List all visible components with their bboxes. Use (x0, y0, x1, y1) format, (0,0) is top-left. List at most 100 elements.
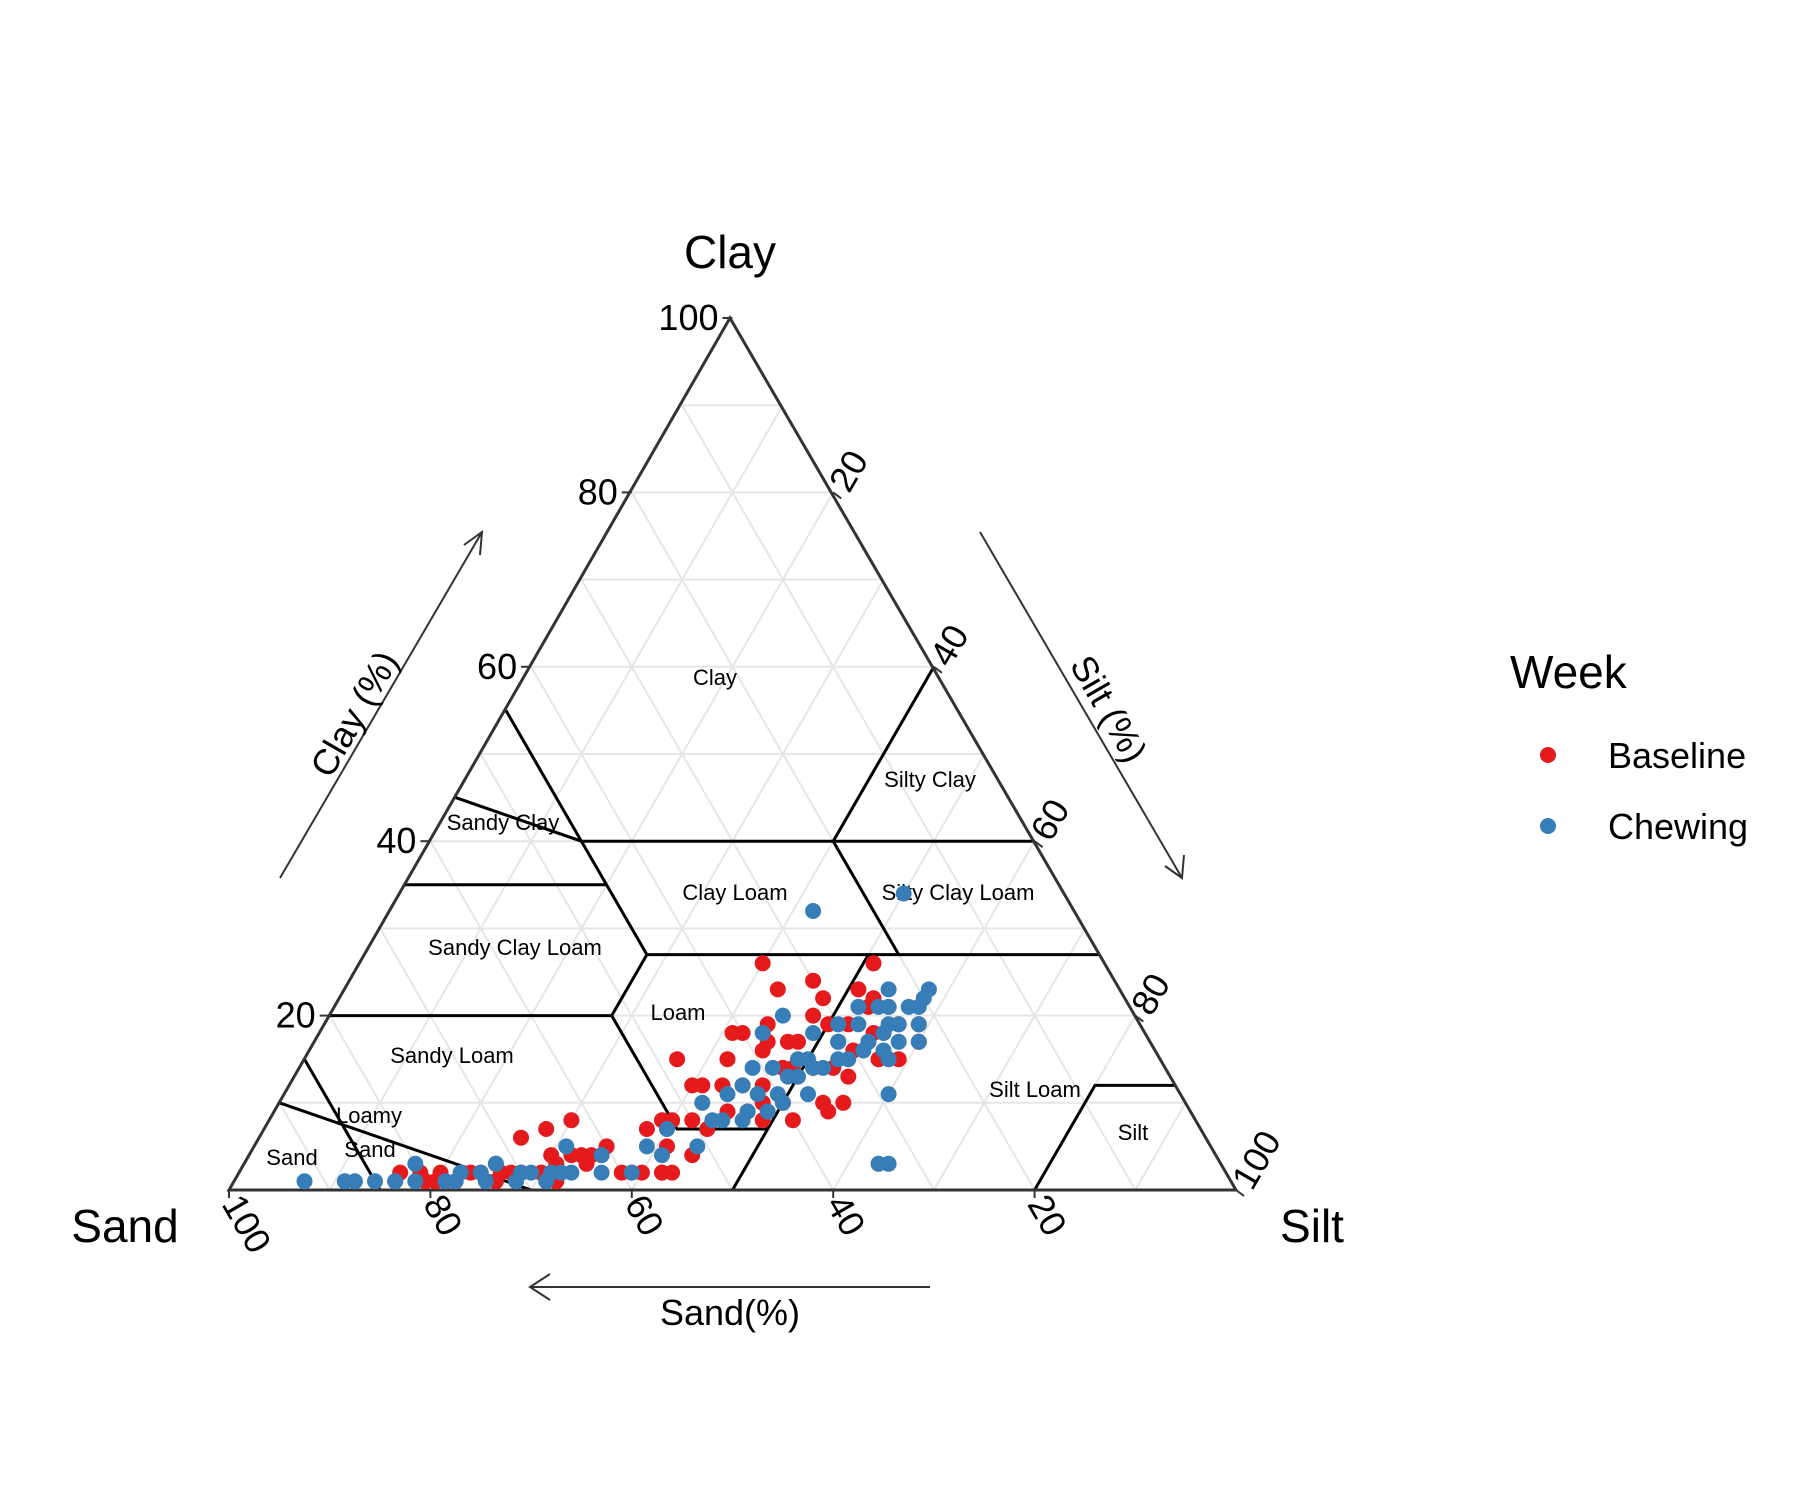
point-chewing (739, 1103, 756, 1120)
sand-tick-label: 40 (818, 1188, 874, 1243)
silt-tick-label: 60 (1022, 792, 1078, 847)
class-boundary-4 (580, 840, 1101, 957)
point-chewing (694, 1094, 711, 1111)
class-boundary-2 (831, 666, 936, 842)
point-baseline (538, 1121, 555, 1137)
point-chewing (538, 1173, 555, 1190)
corner-label-sand: Sand (71, 1200, 178, 1252)
point-chewing (850, 998, 867, 1015)
class-boundary-7 (610, 953, 649, 1017)
point-chewing (749, 1086, 766, 1103)
region-label-sandy-clay: Sandy Clay (447, 810, 560, 835)
region-label-clay-loam: Clay Loam (682, 880, 787, 905)
corner-label-clay: Clay (684, 226, 776, 278)
sand-tick-label: 60 (617, 1188, 673, 1243)
clay-axis-arrow (279, 529, 484, 879)
grid-line-sand-70 (379, 927, 532, 1191)
region-label-silt-loam: Silt Loam (989, 1077, 1081, 1102)
clay-tick-label: 60 (477, 646, 517, 687)
point-chewing (850, 1016, 867, 1033)
point-chewing (880, 981, 897, 998)
point-chewing (654, 1147, 670, 1164)
clay-tick-label: 40 (376, 820, 416, 861)
class-boundary-1 (504, 709, 583, 842)
point-baseline (840, 1068, 857, 1085)
point-chewing (880, 1016, 897, 1033)
triangle-outline (226, 315, 1239, 1192)
legend-label-chewing: Chewing (1608, 806, 1748, 847)
point-baseline (684, 1112, 701, 1129)
point-baseline (820, 1103, 837, 1120)
class-boundary-0 (455, 796, 1035, 843)
point-chewing (830, 1016, 847, 1033)
point-baseline (769, 981, 786, 998)
point-chewing (910, 1016, 927, 1033)
grid-line-sand-90 (278, 1102, 331, 1191)
grid-line-sand-10 (681, 404, 1137, 1191)
point-chewing (779, 1068, 796, 1085)
point-chewing (860, 1033, 877, 1050)
silt-tick-mark (933, 665, 943, 674)
point-baseline (719, 1051, 736, 1068)
point-chewing (910, 1033, 927, 1050)
point-chewing (407, 1155, 424, 1172)
legend-label-baseline: Baseline (1608, 735, 1746, 776)
point-chewing (719, 1086, 736, 1103)
point-chewing (623, 1164, 640, 1181)
legend-marker-chewing (1540, 818, 1556, 834)
point-chewing (759, 1103, 776, 1120)
point-chewing (593, 1147, 610, 1164)
region-label-sand: Sand (344, 1137, 395, 1162)
region-label-sandy-clay-loam: Sandy Clay Loam (428, 935, 602, 960)
point-chewing (296, 1173, 313, 1190)
point-chewing (346, 1173, 363, 1190)
point-chewing (387, 1173, 404, 1190)
point-chewing (659, 1121, 675, 1137)
legend: Week Baseline Chewing (1510, 646, 1748, 847)
silt-tick-mark (1134, 1014, 1144, 1023)
clay-tick-label: 20 (276, 995, 316, 1036)
sand-tick-label: 80 (415, 1188, 471, 1243)
point-baseline (694, 1077, 711, 1094)
region-label-silty-clay: Silty Clay (884, 767, 976, 792)
point-chewing (487, 1155, 504, 1172)
legend-title: Week (1510, 646, 1628, 698)
point-chewing (407, 1173, 424, 1190)
sand-tick-label: 100 (214, 1188, 280, 1261)
point-baseline (779, 1033, 796, 1050)
point-chewing (895, 885, 912, 902)
point-chewing (805, 1059, 822, 1076)
point-chewing (840, 1051, 857, 1068)
data-points (296, 885, 937, 1190)
class-boundary-11 (303, 1058, 382, 1191)
grid-line-sand-30 (580, 579, 935, 1191)
silt-tick-label: 80 (1123, 966, 1179, 1021)
point-chewing (830, 1033, 847, 1050)
point-baseline (805, 972, 822, 989)
point-chewing (900, 998, 917, 1015)
grid-line-silt-60 (832, 840, 1036, 1191)
point-chewing (870, 998, 887, 1015)
point-baseline (850, 981, 867, 998)
point-chewing (915, 990, 932, 1007)
point-chewing (805, 1025, 822, 1041)
point-chewing (563, 1164, 580, 1181)
triangle-frame (226, 315, 1239, 1192)
point-chewing (870, 1155, 887, 1172)
sand-tick-label: 20 (1020, 1188, 1076, 1243)
point-baseline (734, 1025, 751, 1041)
grid-line-silt-90 (1134, 1102, 1187, 1191)
silt-tick-mark (1235, 1189, 1245, 1197)
point-baseline (563, 1112, 580, 1129)
point-chewing (689, 1138, 706, 1155)
clay-axis-title: Clay (%) (302, 644, 407, 784)
region-label-silt: Silt (1118, 1120, 1149, 1145)
clay-tick-label: 80 (578, 471, 618, 512)
point-baseline (754, 1042, 771, 1059)
point-baseline (578, 1155, 595, 1172)
region-label-sandy-loam: Sandy Loam (390, 1043, 514, 1068)
point-baseline (784, 1112, 801, 1129)
series-chewing (296, 885, 937, 1190)
